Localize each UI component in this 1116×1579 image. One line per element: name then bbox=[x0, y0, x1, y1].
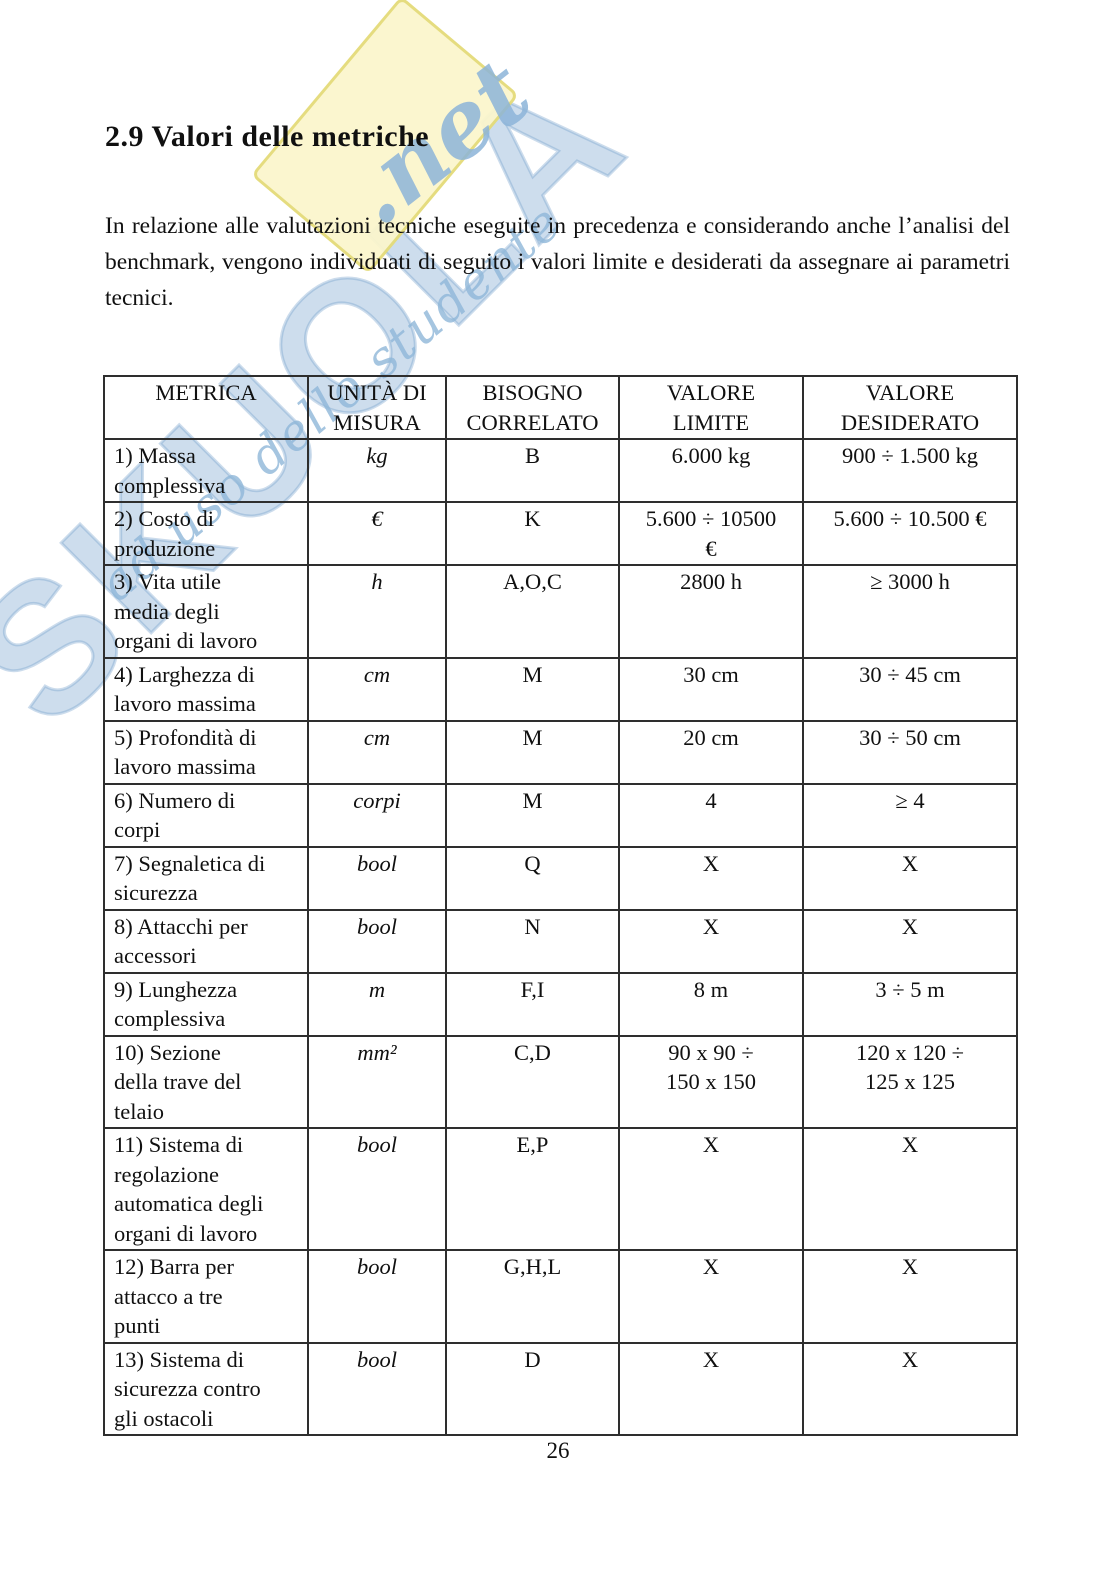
cell-valore-desiderato: X bbox=[802, 908, 1018, 974]
table-row: 1) Massa complessiva kg B 6.000 kg 900 ÷… bbox=[103, 438, 1018, 503]
cell-bisogno-correlato: M bbox=[445, 719, 620, 785]
section-title: 2.9 Valori delle metriche bbox=[105, 120, 430, 153]
cell-metrica: 4) Larghezza di lavoro massima bbox=[103, 656, 309, 722]
cell-valore-limite: X bbox=[618, 845, 804, 911]
cell-metrica: 11) Sistema di regolazione automatica de… bbox=[103, 1127, 309, 1251]
header-valore-limite: VALORE LIMITE bbox=[618, 375, 804, 440]
cell-valore-limite: X bbox=[618, 1341, 804, 1436]
cell-bisogno-correlato: K bbox=[445, 501, 620, 566]
cell-bisogno-correlato: M bbox=[445, 656, 620, 722]
table-row: 2) Costo di produzione € K 5.600 ÷ 10500… bbox=[103, 501, 1018, 566]
cell-unita-di-misura: cm bbox=[307, 656, 447, 722]
cell-metrica: 8) Attacchi per accessori bbox=[103, 908, 309, 974]
cell-unita-di-misura: kg bbox=[307, 438, 447, 503]
cell-unita-di-misura: m bbox=[307, 971, 447, 1037]
cell-valore-desiderato: 120 x 120 ÷ 125 x 125 bbox=[802, 1034, 1018, 1129]
cell-unita-di-misura: bool bbox=[307, 1127, 447, 1251]
cell-bisogno-correlato: A,O,C bbox=[445, 564, 620, 659]
header-metrica: METRICA bbox=[103, 375, 309, 440]
cell-valore-desiderato: ≥ 4 bbox=[802, 782, 1018, 848]
cell-metrica: 6) Numero di corpi bbox=[103, 782, 309, 848]
cell-valore-limite: 8 m bbox=[618, 971, 804, 1037]
cell-valore-desiderato: ≥ 3000 h bbox=[802, 564, 1018, 659]
cell-metrica: 2) Costo di produzione bbox=[103, 501, 309, 566]
cell-bisogno-correlato: Q bbox=[445, 845, 620, 911]
cell-unita-di-misura: € bbox=[307, 501, 447, 566]
cell-valore-limite: 6.000 kg bbox=[618, 438, 804, 503]
cell-valore-limite: X bbox=[618, 1249, 804, 1344]
cell-metrica: 1) Massa complessiva bbox=[103, 438, 309, 503]
cell-metrica: 9) Lunghezza complessiva bbox=[103, 971, 309, 1037]
cell-valore-limite: 4 bbox=[618, 782, 804, 848]
cell-metrica: 10) Sezione della trave del telaio bbox=[103, 1034, 309, 1129]
table-row: 9) Lunghezza complessiva m F,I 8 m 3 ÷ 5… bbox=[103, 971, 1018, 1037]
table-row: 12) Barra per attacco a tre punti bool G… bbox=[103, 1249, 1018, 1344]
cell-unita-di-misura: corpi bbox=[307, 782, 447, 848]
table-row: 4) Larghezza di lavoro massima cm M 30 c… bbox=[103, 656, 1018, 722]
header-bisogno-correlato: BISOGNO CORRELATO bbox=[445, 375, 620, 440]
header-valore-desiderato: VALORE DESIDERATO bbox=[802, 375, 1018, 440]
cell-metrica: 3) Vita utile media degli organi di lavo… bbox=[103, 564, 309, 659]
cell-valore-limite: 2800 h bbox=[618, 564, 804, 659]
cell-valore-limite: 30 cm bbox=[618, 656, 804, 722]
cell-unita-di-misura: cm bbox=[307, 719, 447, 785]
cell-unita-di-misura: bool bbox=[307, 845, 447, 911]
cell-metrica: 12) Barra per attacco a tre punti bbox=[103, 1249, 309, 1344]
cell-bisogno-correlato: B bbox=[445, 438, 620, 503]
cell-valore-limite: X bbox=[618, 908, 804, 974]
cell-unita-di-misura: bool bbox=[307, 908, 447, 974]
intro-paragraph: In relazione alle valutazioni tecniche e… bbox=[105, 213, 1010, 311]
cell-bisogno-correlato: F,I bbox=[445, 971, 620, 1037]
metrics-table-body: 1) Massa complessiva kg B 6.000 kg 900 ÷… bbox=[103, 438, 1018, 1436]
cell-valore-desiderato: 30 ÷ 45 cm bbox=[802, 656, 1018, 722]
cell-bisogno-correlato: G,H,L bbox=[445, 1249, 620, 1344]
header-row: METRICA UNITÀ DI MISURA BISOGNO CORRELAT… bbox=[103, 375, 1018, 440]
cell-valore-desiderato: 900 ÷ 1.500 kg bbox=[802, 438, 1018, 503]
cell-bisogno-correlato: C,D bbox=[445, 1034, 620, 1129]
cell-valore-limite: X bbox=[618, 1127, 804, 1251]
page-number: 26 bbox=[546, 1438, 570, 1463]
metrics-table: METRICA UNITÀ DI MISURA BISOGNO CORRELAT… bbox=[103, 375, 1018, 1436]
table-row: 13) Sistema di sicurezza contro gli osta… bbox=[103, 1341, 1018, 1436]
table-row: 10) Sezione della trave del telaio mm² C… bbox=[103, 1034, 1018, 1129]
cell-valore-desiderato: 3 ÷ 5 m bbox=[802, 971, 1018, 1037]
cell-bisogno-correlato: N bbox=[445, 908, 620, 974]
cell-valore-desiderato: X bbox=[802, 1249, 1018, 1344]
cell-valore-desiderato: X bbox=[802, 845, 1018, 911]
table-row: 6) Numero di corpi corpi M 4 ≥ 4 bbox=[103, 782, 1018, 848]
cell-unita-di-misura: mm² bbox=[307, 1034, 447, 1129]
cell-unita-di-misura: bool bbox=[307, 1341, 447, 1436]
cell-valore-desiderato: 5.600 ÷ 10.500 € bbox=[802, 501, 1018, 566]
cell-valore-limite: 90 x 90 ÷ 150 x 150 bbox=[618, 1034, 804, 1129]
table-row: 11) Sistema di regolazione automatica de… bbox=[103, 1127, 1018, 1251]
header-unita-di-misura: UNITÀ DI MISURA bbox=[307, 375, 447, 440]
table-row: 7) Segnaletica di sicurezza bool Q X X bbox=[103, 845, 1018, 911]
cell-valore-desiderato: X bbox=[802, 1127, 1018, 1251]
cell-valore-desiderato: X bbox=[802, 1341, 1018, 1436]
cell-metrica: 7) Segnaletica di sicurezza bbox=[103, 845, 309, 911]
cell-bisogno-correlato: D bbox=[445, 1341, 620, 1436]
cell-unita-di-misura: h bbox=[307, 564, 447, 659]
table-row: 8) Attacchi per accessori bool N X X bbox=[103, 908, 1018, 974]
cell-metrica: 5) Profondità di lavoro massima bbox=[103, 719, 309, 785]
metrics-table-header: METRICA UNITÀ DI MISURA BISOGNO CORRELAT… bbox=[103, 375, 1018, 440]
table-row: 5) Profondità di lavoro massima cm M 20 … bbox=[103, 719, 1018, 785]
cell-valore-desiderato: 30 ÷ 50 cm bbox=[802, 719, 1018, 785]
table-row: 3) Vita utile media degli organi di lavo… bbox=[103, 564, 1018, 659]
cell-unita-di-misura: bool bbox=[307, 1249, 447, 1344]
cell-metrica: 13) Sistema di sicurezza contro gli osta… bbox=[103, 1341, 309, 1436]
cell-bisogno-correlato: M bbox=[445, 782, 620, 848]
cell-bisogno-correlato: E,P bbox=[445, 1127, 620, 1251]
cell-valore-limite: 20 cm bbox=[618, 719, 804, 785]
cell-valore-limite: 5.600 ÷ 10500 € bbox=[618, 501, 804, 566]
